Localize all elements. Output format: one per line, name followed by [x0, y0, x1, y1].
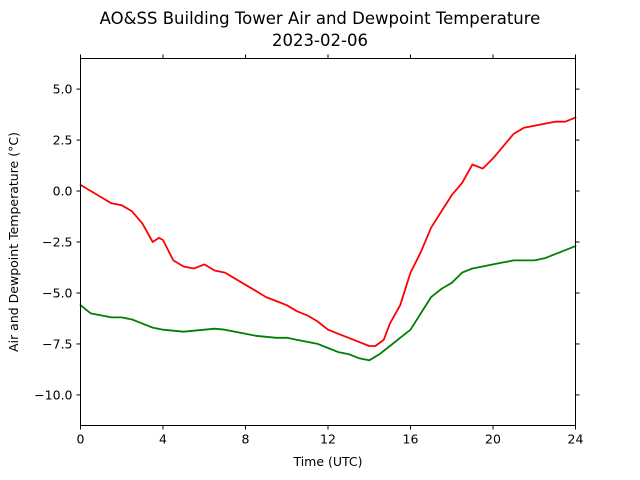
axes-frame [80, 58, 576, 426]
x-tick-label: 16 [403, 432, 419, 447]
y-tick-label: −5.0 [42, 285, 72, 300]
chart-subtitle: 2023-02-06 [272, 31, 368, 50]
x-axis-ticks: 0 4 8 12 16 20 24 [77, 54, 584, 447]
x-tick-label: 12 [320, 432, 336, 447]
y-tick-label: 0.0 [53, 184, 73, 199]
y-tick-label: 2.5 [53, 133, 73, 148]
y-tick-label: 5.0 [53, 82, 73, 97]
series-layer [79, 116, 577, 362]
y-tick-label: −10.0 [34, 387, 72, 402]
x-tick-label: 8 [242, 432, 250, 447]
chart-title: AO&SS Building Tower Air and Dewpoint Te… [100, 9, 541, 28]
y-axis-label: Air and Dewpoint Temperature (°C) [6, 132, 21, 352]
x-tick-label: 4 [159, 432, 167, 447]
x-tick-label: 0 [77, 432, 85, 447]
x-axis-label: Time (UTC) [292, 454, 362, 469]
y-axis-ticks: −10.0 −7.5 −5.0 −2.5 0.0 2.5 5.0 [34, 82, 580, 402]
x-tick-label: 24 [568, 432, 584, 447]
plot-area: 0 4 8 12 16 20 24 −10.0 −7.5 −5.0 −2.5 0.0 2.5 5.0 [34, 54, 584, 447]
series-line-1 [79, 245, 577, 362]
series-line-0 [79, 116, 577, 347]
x-tick-label: 20 [485, 432, 501, 447]
y-tick-label: −7.5 [42, 336, 72, 351]
y-tick-label: −2.5 [42, 235, 72, 250]
